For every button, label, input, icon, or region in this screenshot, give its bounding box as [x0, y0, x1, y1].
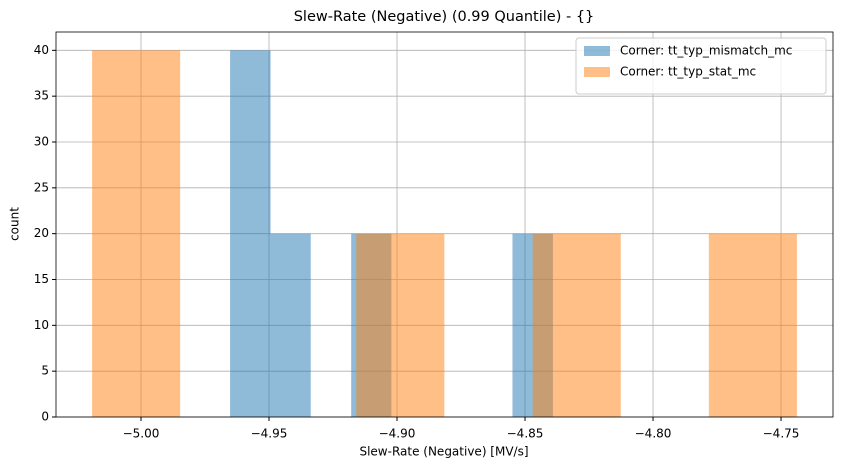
y-tick-label: 25 [34, 180, 49, 194]
legend-label: Corner: tt_typ_stat_mc [620, 65, 756, 79]
y-tick-label: 5 [41, 364, 49, 378]
legend-box [575, 37, 827, 95]
legend: Corner: tt_typ_mismatch_mc Corner: tt_typ… [575, 37, 827, 95]
bar [230, 50, 271, 417]
x-tick-label: −4.85 [507, 427, 544, 441]
y-tick-label: 40 [34, 43, 49, 57]
x-tick-label: −4.80 [635, 427, 672, 441]
x-axis-label: Slew-Rate (Negative) [MV/s] [359, 445, 528, 459]
bar [532, 233, 621, 417]
x-tick-label: −4.95 [251, 427, 288, 441]
legend-swatch [584, 46, 610, 56]
bar [708, 233, 797, 417]
legend-label: Corner: tt_typ_mismatch_mc [620, 44, 792, 58]
y-axis-label: count [8, 207, 22, 241]
bar [356, 233, 445, 417]
y-tick-label: 35 [34, 89, 49, 103]
x-tick-label: −5.00 [123, 427, 160, 441]
grid [56, 32, 833, 418]
x-tick-label: −4.90 [379, 427, 416, 441]
y-tick-label: 15 [34, 272, 49, 286]
bar [270, 233, 311, 417]
y-tick-label: 10 [34, 318, 49, 332]
x-tick-label: −4.75 [763, 427, 800, 441]
plot-frame [55, 31, 834, 418]
bar [92, 50, 181, 417]
chart-title: Slew-Rate (Negative) (0.99 Quantile) - {… [294, 9, 595, 25]
y-tick-label: 0 [41, 410, 49, 424]
legend-swatch [584, 67, 610, 77]
y-tick-label: 30 [34, 135, 49, 149]
y-tick-label: 20 [34, 226, 49, 240]
